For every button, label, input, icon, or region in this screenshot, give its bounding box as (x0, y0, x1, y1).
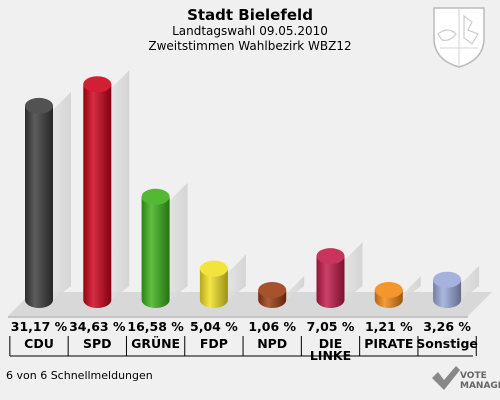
chart-floor (8, 292, 492, 316)
chart-header: Stadt Bielefeld Landtagswahl 09.05.2010 … (0, 6, 500, 54)
category-label: CDU (24, 336, 54, 351)
chart-subtitle-election: Landtagswahl 09.05.2010 (172, 24, 328, 38)
value-label: 31,17 % (11, 319, 68, 334)
bar-shadow (286, 276, 305, 300)
bar-spd (83, 76, 112, 309)
category-label: Sonstige (416, 336, 478, 351)
coat-of-arms-icon (433, 7, 485, 68)
bar-shadow (402, 276, 421, 300)
bar-body (141, 196, 170, 308)
bar-top-cap (199, 260, 228, 277)
bar-body (83, 84, 112, 309)
category-label: PIRATE (364, 336, 413, 351)
bar-top-cap (433, 271, 462, 288)
report-status-note: 6 von 6 Schnellmeldungen (6, 369, 153, 382)
bar-body (316, 256, 345, 308)
bar-fdp (199, 260, 228, 308)
value-label: 1,06 % (248, 319, 296, 334)
chart-floor-edge (8, 316, 468, 318)
category-label: NPD (257, 336, 287, 351)
vote-manager-logo-text: VOTE MANAGER (460, 371, 500, 391)
value-label: 34,63 % (69, 319, 126, 334)
category-label: DIE (319, 336, 343, 351)
category-label: SPD (83, 336, 112, 351)
bar-top-cap (25, 97, 53, 114)
bar-shadow (227, 254, 246, 300)
bar-grüne (141, 188, 170, 308)
logo-line-manager: MANAGER (460, 381, 500, 391)
vote-manager-logo-icon (432, 366, 460, 390)
category-label: FDP (200, 336, 228, 351)
bar-top-cap (316, 248, 345, 265)
bar-top-cap (83, 76, 112, 93)
value-label: 16,58 % (127, 319, 184, 334)
chart-subtitle-district: Zweitstimmen Wahlbezirk WBZ12 (148, 39, 352, 53)
bar-shadow (53, 91, 71, 300)
bar-npd (258, 282, 287, 308)
bar-top-cap (374, 282, 403, 298)
bar-top-cap (141, 188, 170, 205)
bar-cdu (25, 97, 53, 308)
bar-body (25, 105, 53, 308)
logo-line-vote: VOTE (460, 371, 487, 381)
bar-body (199, 268, 228, 308)
bar-shadow (344, 242, 363, 300)
bar-pirate (374, 282, 403, 308)
bar-top-cap (258, 282, 287, 298)
value-label: 3,26 % (423, 319, 471, 334)
value-label: 5,04 % (190, 319, 238, 334)
value-label: 7,05 % (307, 319, 355, 334)
bar-die-linke (316, 248, 345, 308)
bar-shadow (461, 265, 480, 300)
bar-shadow (169, 182, 188, 300)
bar-body (433, 279, 462, 308)
category-label: GRÜNE (131, 336, 180, 351)
chart-title: Stadt Bielefeld (187, 6, 313, 24)
bar-sonstige (433, 271, 462, 308)
bar-shadow (111, 70, 130, 301)
value-label: 1,21 % (365, 319, 413, 334)
